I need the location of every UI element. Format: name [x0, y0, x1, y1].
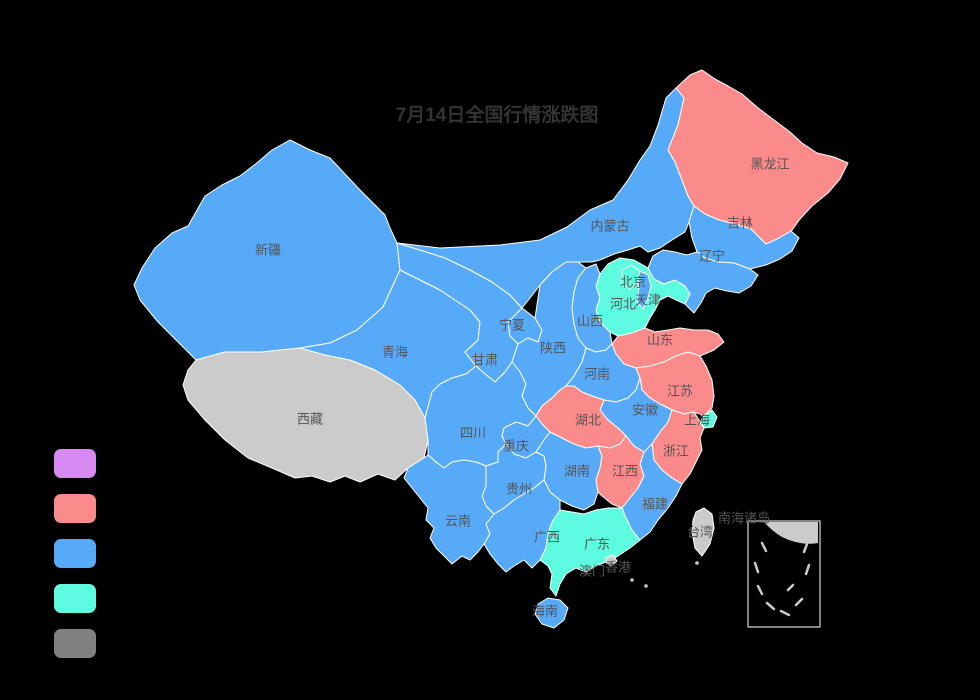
- label-aomen: 澳门: [579, 563, 605, 578]
- label-guangdong: 广东: [584, 536, 610, 551]
- label-zhejiang: 浙江: [663, 443, 689, 458]
- label-neimenggu: 内蒙古: [590, 218, 629, 233]
- label-gansu: 甘肃: [472, 352, 498, 367]
- province-guangdong[interactable]: [539, 507, 641, 597]
- label-taiwan: 台湾: [687, 524, 713, 539]
- province-heilongjiang[interactable]: [667, 69, 849, 245]
- label-jiangxi: 江西: [612, 463, 638, 478]
- label-chongqing: 重庆: [503, 438, 529, 453]
- label-shaanxi: 陕西: [540, 340, 566, 355]
- label-qinghai: 青海: [382, 344, 408, 359]
- inset-coastline: [764, 522, 818, 544]
- label-heilongjiang: 黑龙江: [750, 156, 789, 171]
- province-shanghai[interactable]: [699, 409, 718, 429]
- legend-item-category-gray[interactable]: [54, 629, 96, 658]
- label-shanxi: 山西: [577, 313, 603, 328]
- chart-title: 7月14日全国行情涨跌图: [395, 105, 599, 126]
- inset-island: [765, 601, 776, 611]
- islet: [695, 561, 699, 565]
- province-fujian[interactable]: [621, 443, 683, 541]
- islet: [644, 584, 648, 588]
- label-henan: 河南: [584, 366, 610, 381]
- province-hainan[interactable]: [534, 597, 569, 629]
- label-xianggang: 香港: [605, 559, 631, 574]
- label-sichuan: 四川: [460, 425, 486, 440]
- label-hunan: 湖南: [564, 463, 590, 478]
- label-beijing: 北京: [620, 274, 646, 289]
- province-xianggang[interactable]: [605, 554, 618, 567]
- legend-item-category-teal[interactable]: [54, 584, 96, 613]
- label-jiangsu: 江苏: [667, 383, 693, 398]
- inset-island: [794, 597, 804, 607]
- label-hebei: 河北: [610, 296, 636, 311]
- legend: [54, 449, 96, 674]
- label-liaoning: 辽宁: [699, 248, 725, 263]
- label-guangxi: 广西: [534, 529, 560, 544]
- label-hainan: 海南: [532, 603, 558, 618]
- label-xinjiang: 新疆: [255, 242, 281, 257]
- label-jilin: 吉林: [727, 215, 753, 230]
- label-yunnan: 云南: [445, 513, 471, 528]
- province-liaoning[interactable]: [647, 249, 759, 314]
- label-guizhou: 贵州: [506, 481, 532, 496]
- legend-item-category-red[interactable]: [54, 494, 96, 523]
- label-fujian: 福建: [642, 496, 668, 511]
- inset-island: [760, 541, 768, 553]
- province-taiwan[interactable]: [691, 507, 715, 557]
- inset-island: [804, 563, 811, 576]
- label-xizang: 西藏: [297, 411, 323, 426]
- label-nanhaizhudao: 南海诸岛: [718, 510, 770, 525]
- inset-island: [802, 542, 809, 554]
- label-shandong: 山东: [647, 332, 673, 347]
- label-anhui: 安徽: [632, 402, 658, 417]
- inset-border: [747, 520, 821, 628]
- label-hubei: 湖北: [575, 412, 601, 427]
- province-tianjin[interactable]: [636, 270, 652, 310]
- inset-island: [753, 561, 760, 574]
- label-shanghai: 上海: [684, 412, 710, 427]
- inset-island: [786, 583, 795, 592]
- province-neimenggu[interactable]: [396, 87, 695, 309]
- label-ningxia: 宁夏: [499, 317, 525, 332]
- islet: [630, 578, 634, 582]
- inset-island: [779, 609, 791, 617]
- inset-island: [756, 584, 764, 596]
- legend-item-category-purple[interactable]: [54, 449, 96, 478]
- province-yunnan[interactable]: [403, 454, 495, 565]
- label-tianjin: 天津: [635, 292, 661, 307]
- south-china-sea-inset: [747, 520, 821, 628]
- legend-item-category-blue[interactable]: [54, 539, 96, 568]
